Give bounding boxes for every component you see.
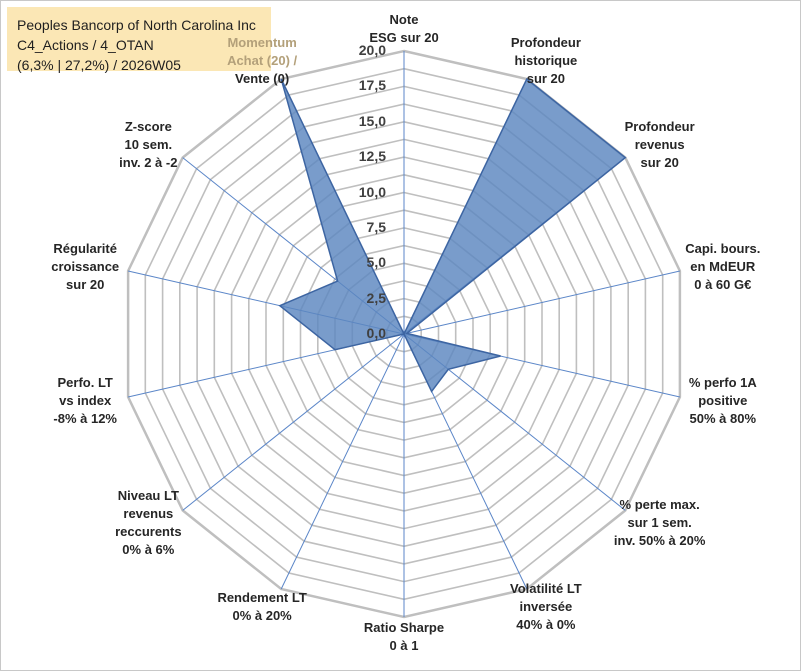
chart-title-line-2: C4_Actions / 4_OTAN xyxy=(17,37,154,53)
axis-label-line: revenus xyxy=(83,505,213,523)
axis-label-line: sur 1 sem. xyxy=(595,514,725,532)
tick-label: 7,5 xyxy=(367,219,386,235)
axis-label-line: 10 sem. xyxy=(83,136,213,154)
series-area xyxy=(280,79,626,391)
axis-label-line: ESG sur 20 xyxy=(339,29,469,47)
axis-label-line: 0% à 6% xyxy=(83,541,213,559)
axis-label-line: Ratio Sharpe xyxy=(339,619,469,637)
axis-label-line: -8% à 12% xyxy=(20,410,150,428)
tick-label: 10,0 xyxy=(359,184,386,200)
tick-label: 5,0 xyxy=(367,254,386,270)
axis-label-line: 50% à 80% xyxy=(658,410,788,428)
axis-label-line: vs index xyxy=(20,392,150,410)
axis-label-line: Niveau LT xyxy=(83,487,213,505)
axis-label-line: Profondeur xyxy=(481,34,611,52)
axis-label-line: Z-score xyxy=(83,118,213,136)
axis-label-line: Achat (20) / xyxy=(197,52,327,70)
axis-spoke xyxy=(183,334,404,510)
axis-label-line: Profondeur xyxy=(595,118,725,136)
tick-label: 15,0 xyxy=(359,113,386,129)
chart-title-line-3: (6,3% | 27,2%) / 2026W05 xyxy=(17,57,181,73)
axis-label-line: inv. 50% à 20% xyxy=(595,532,725,550)
tick-label: 2,5 xyxy=(367,290,386,306)
axis-label-line: Perfo. LT xyxy=(20,374,150,392)
axis-label-line: Capi. bours. xyxy=(658,240,788,258)
axis-label-line: sur 20 xyxy=(20,276,150,294)
axis-label-line: inversée xyxy=(481,598,611,616)
axis-label-line: 40% à 0% xyxy=(481,616,611,634)
axis-label-line: Note xyxy=(339,11,469,29)
axis-label-line: % perte max. xyxy=(595,496,725,514)
axis-label-line: positive xyxy=(658,392,788,410)
axis-label-line: 0 à 1 xyxy=(339,637,469,655)
axis-label-line: en MdEUR xyxy=(658,258,788,276)
axis-label-line: sur 20 xyxy=(595,154,725,172)
axis-label-line: croissance xyxy=(20,258,150,276)
axis-label-line: revenus xyxy=(595,136,725,154)
tick-label: 12,5 xyxy=(359,148,386,164)
axis-label: % perte max.sur 1 sem.inv. 50% à 20% xyxy=(595,496,725,550)
axis-label-line: Volatilité LT xyxy=(481,580,611,598)
axis-label-line: Rendement LT xyxy=(197,589,327,607)
chart-title-line-1: Peoples Bancorp of North Carolina Inc xyxy=(17,17,256,33)
axis-label-line: Momentum xyxy=(197,34,327,52)
axis-label-line: Régularité xyxy=(20,240,150,258)
axis-label-line: sur 20 xyxy=(481,70,611,88)
axis-label-line: % perfo 1A xyxy=(658,374,788,392)
axis-label-line: 0% à 20% xyxy=(197,607,327,625)
axis-label-line: 0 à 60 G€ xyxy=(658,276,788,294)
tick-label: 17,5 xyxy=(359,77,386,93)
axis-label-line: inv. 2 à -2 xyxy=(83,154,213,172)
axis-label-line: Vente (0) xyxy=(197,70,327,88)
tick-label: 0,0 xyxy=(367,325,386,341)
series-layer xyxy=(280,79,626,391)
axis-label-line: reccurents xyxy=(83,523,213,541)
axis-label-line: historique xyxy=(481,52,611,70)
